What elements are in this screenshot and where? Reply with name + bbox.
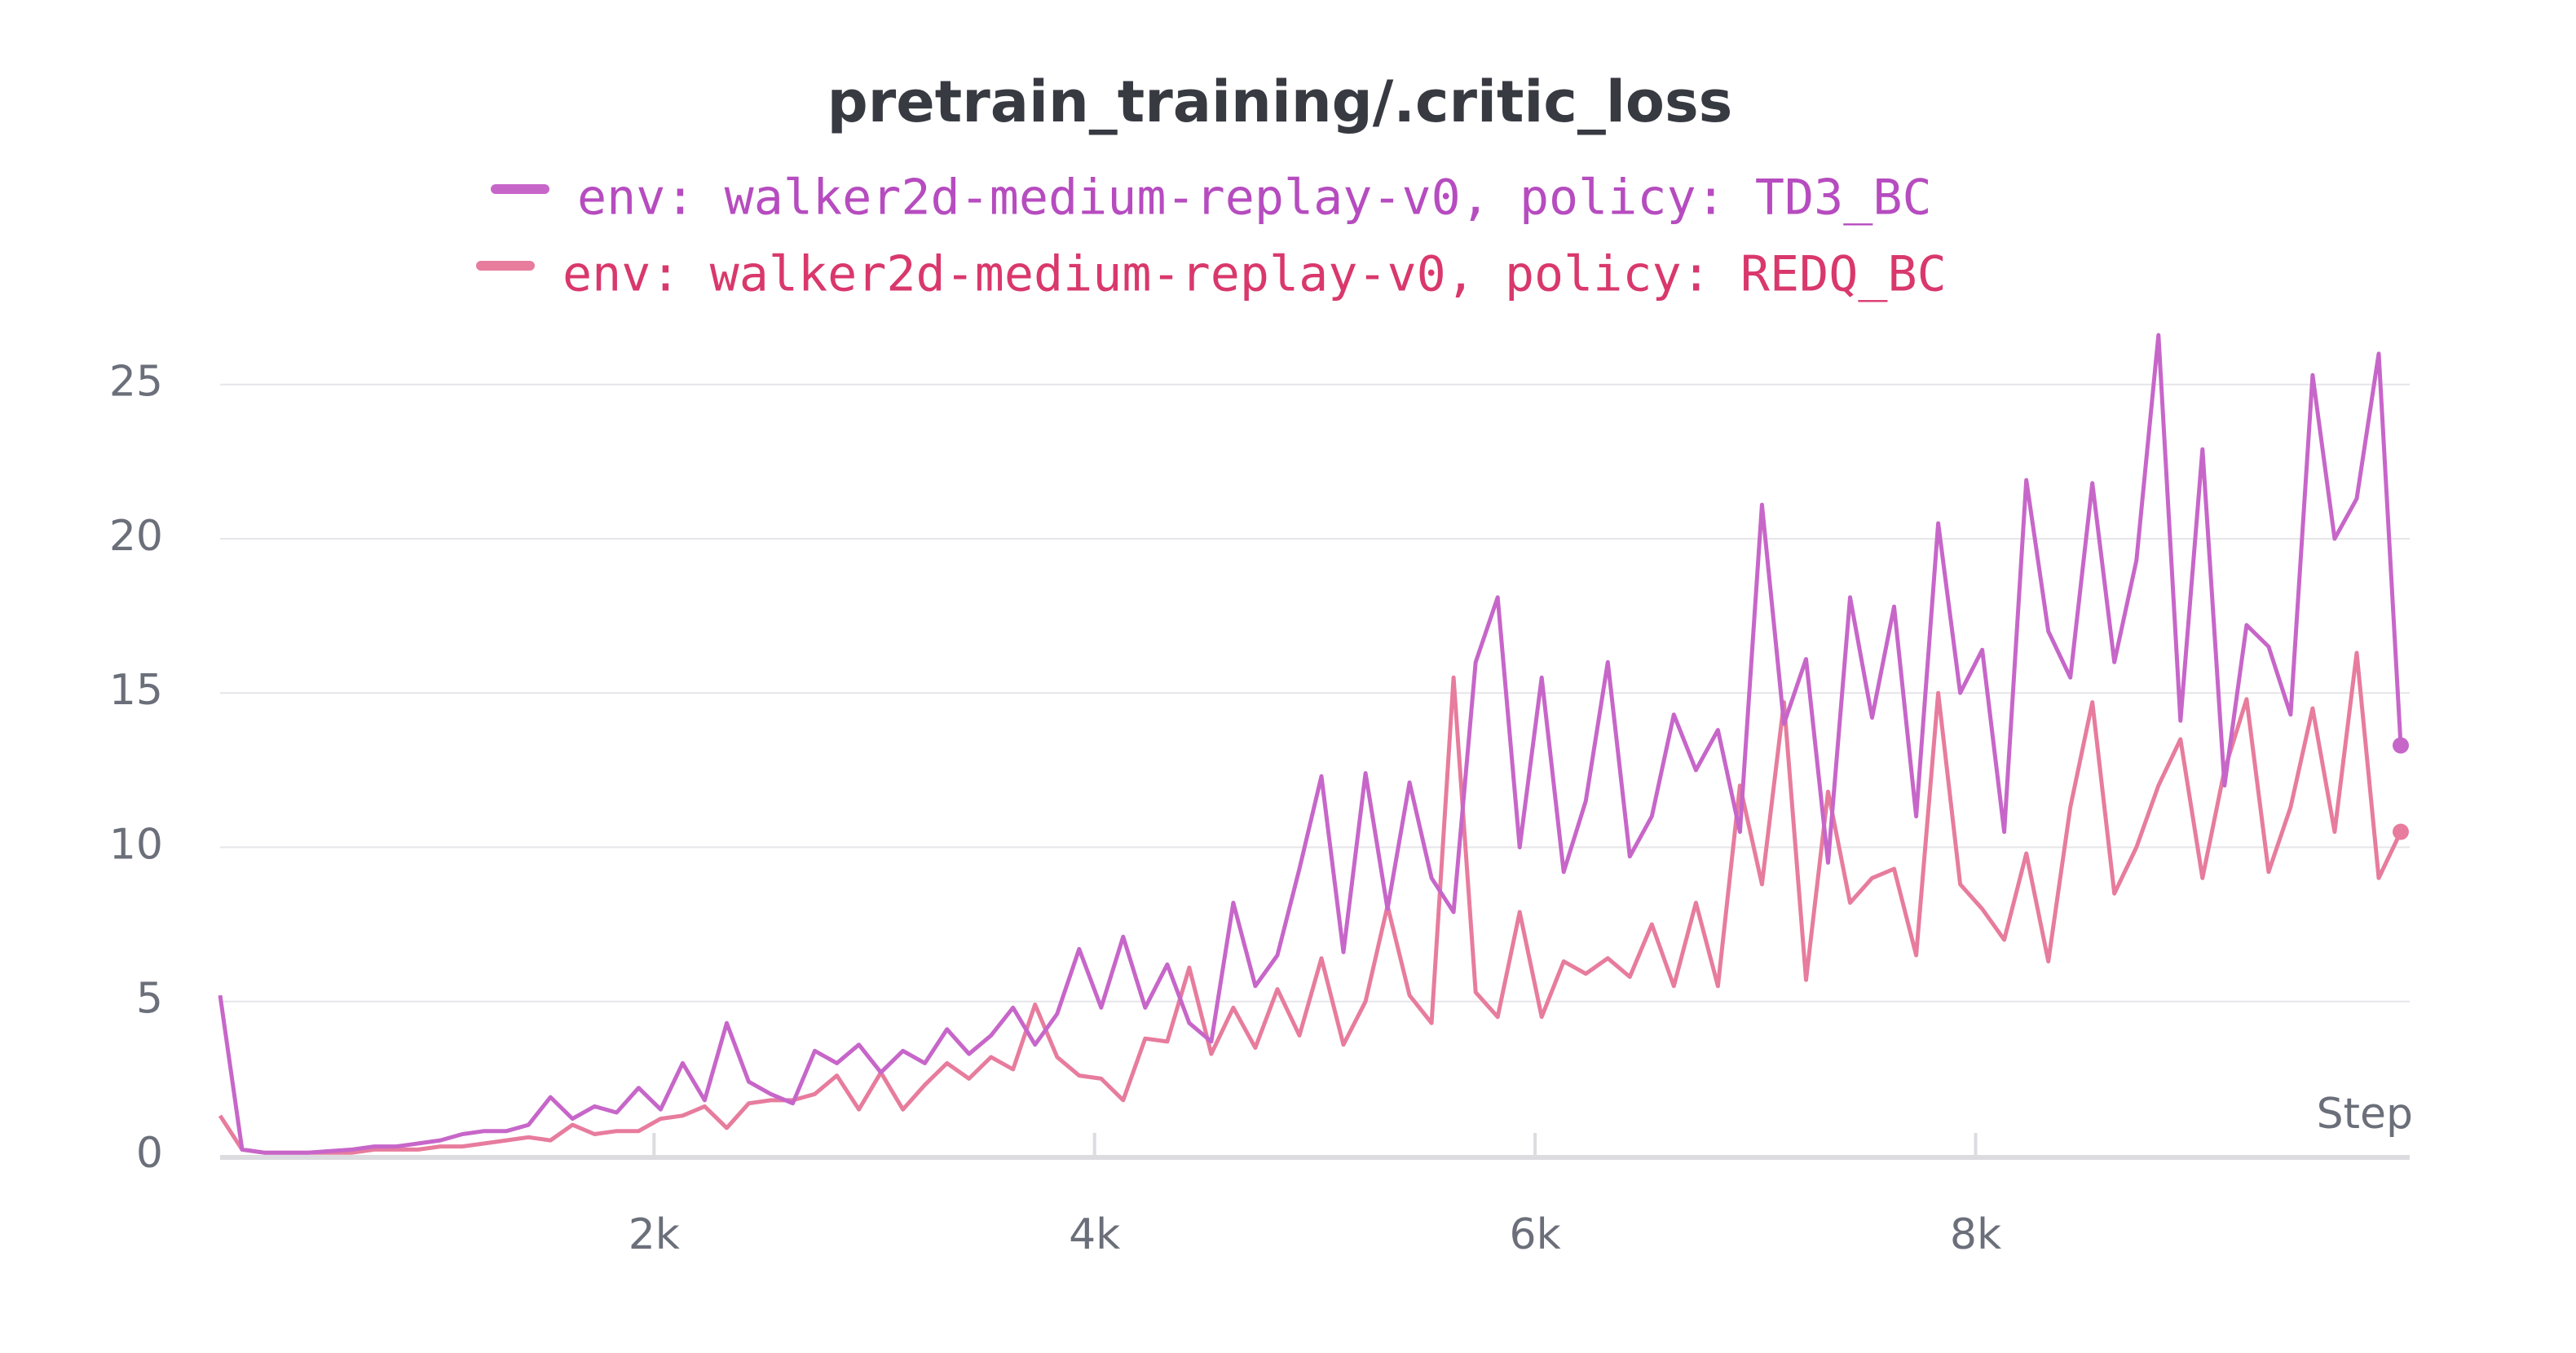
y-tick-label: 5: [136, 975, 163, 1024]
series-line: [218, 650, 2403, 1155]
x-tick-label: 8k: [1950, 1210, 2001, 1259]
end-point: [2393, 823, 2409, 840]
y-tick-label: 10: [109, 820, 163, 869]
x-tick-label: 4k: [1069, 1210, 1120, 1259]
legend-label: env: walker2d-medium-replay-v0, policy: …: [577, 170, 1932, 227]
y-tick-label: 25: [109, 358, 163, 407]
end-point: [2393, 737, 2409, 754]
y-tick-label: 15: [109, 666, 163, 715]
y-tick-label: 0: [136, 1129, 163, 1178]
x-axis-label: Step: [2317, 1090, 2413, 1139]
y-tick-label: 20: [109, 512, 163, 561]
chart-title: pretrain_training/.critic_loss: [827, 68, 1733, 135]
legend-label: env: walker2d-medium-replay-v0, policy: …: [562, 246, 1947, 303]
series-line: [218, 333, 2403, 1155]
x-tick-label: 6k: [1510, 1210, 1561, 1259]
x-tick-label: 2k: [629, 1210, 680, 1259]
